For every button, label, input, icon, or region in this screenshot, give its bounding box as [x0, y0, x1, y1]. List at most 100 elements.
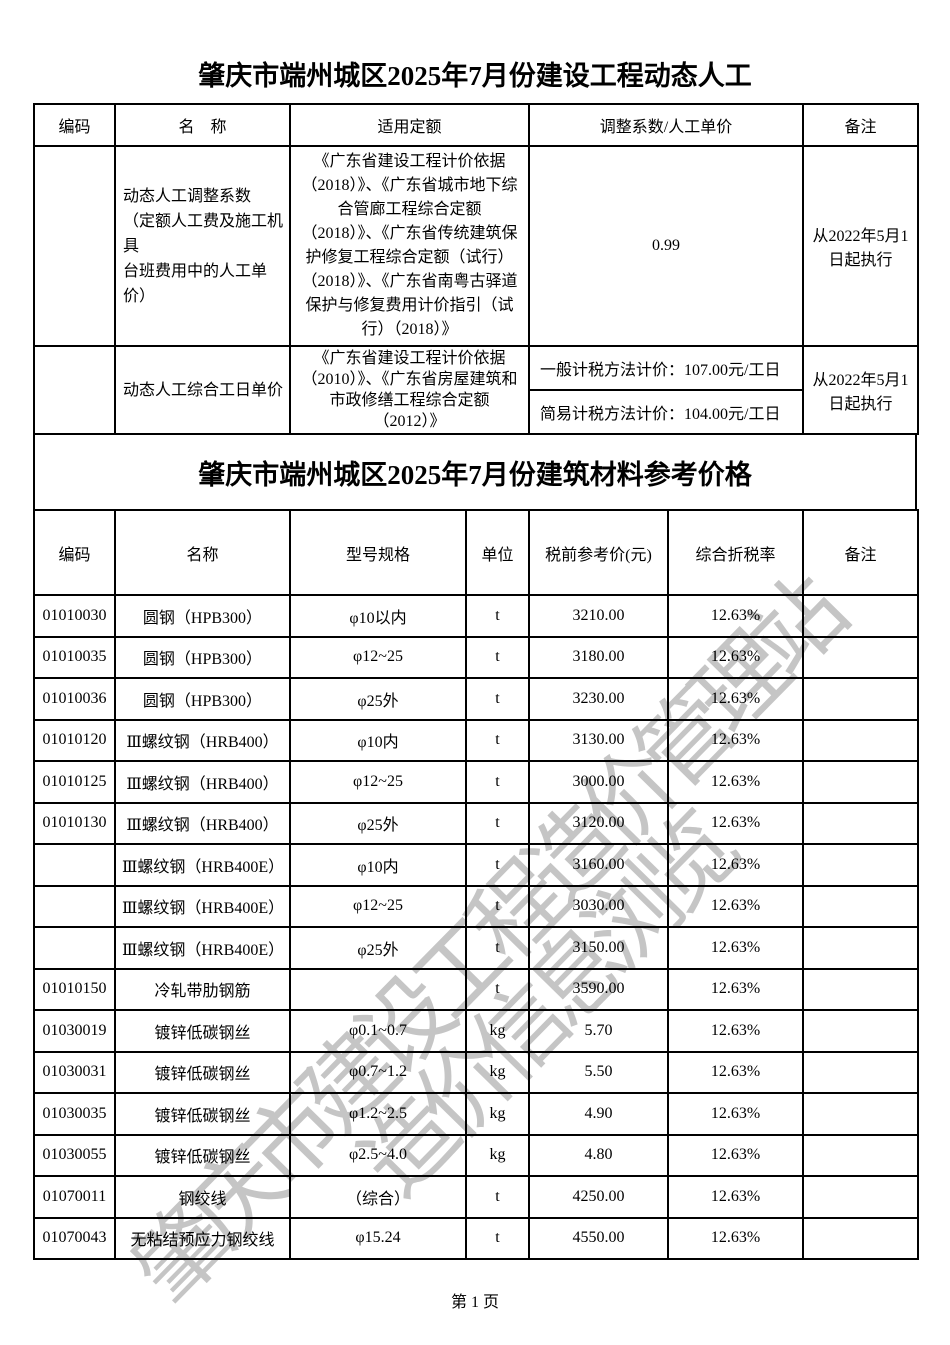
labor-table: 编码 名 称 适用定额 调整系数/人工单价 备注 动态人工调整系数 （定额人工费…	[33, 103, 919, 435]
material-remark-cell	[802, 635, 919, 679]
material-tax-cell: 12.63%	[667, 760, 804, 804]
material-name-cell: 圆钢（HPB300）	[114, 677, 291, 721]
material-tax-cell: 12.63%	[667, 1133, 804, 1177]
labor-name-cell: 动态人工综合工日单价	[114, 345, 291, 435]
table-row: 01030035 镀锌低碳钢丝 φ1.2~2.5 kg 4.90 12.63%	[33, 1092, 919, 1136]
material-remark-cell	[802, 1050, 919, 1094]
material-code-cell	[33, 843, 116, 887]
material-name-cell: 镀锌低碳钢丝	[114, 1092, 291, 1136]
material-code-cell: 01070011	[33, 1175, 116, 1219]
table-row: Ⅲ螺纹钢（HRB400E） φ10内 t 3160.00 12.63%	[33, 843, 919, 887]
materials-header-price: 税前参考价(元)	[528, 509, 669, 596]
material-unit-cell: t	[465, 594, 530, 638]
material-unit-cell: kg	[465, 1133, 530, 1177]
material-price-cell: 5.70	[528, 1009, 669, 1053]
material-spec-cell: φ12~25	[289, 884, 467, 928]
material-price-cell: 3000.00	[528, 760, 669, 804]
materials-table-title: 肇庆市端州城区2025年7月份建筑材料参考价格	[33, 433, 917, 511]
labor-header-factor: 调整系数/人工单价	[528, 103, 804, 147]
material-remark-cell	[802, 1133, 919, 1177]
material-name-cell: 圆钢（HPB300）	[114, 635, 291, 679]
material-spec-cell: φ25外	[289, 801, 467, 845]
labor-row-daily-wage-simple: 简易计税方法计价：104.00元/工日	[34, 389, 918, 435]
material-code-cell: 01030019	[33, 1009, 116, 1053]
material-tax-cell: 12.63%	[667, 884, 804, 928]
material-price-cell: 4550.00	[528, 1216, 669, 1260]
labor-header-remark: 备注	[802, 103, 919, 147]
material-tax-cell: 12.63%	[667, 1175, 804, 1219]
material-spec-cell: φ25外	[289, 926, 467, 970]
material-remark-cell	[802, 594, 919, 638]
material-price-cell: 4250.00	[528, 1175, 669, 1219]
materials-header-row: 编码 名称 型号规格 单位 税前参考价(元) 综合折税率 备注	[33, 509, 919, 596]
material-price-cell: 3150.00	[528, 926, 669, 970]
material-remark-cell	[802, 1216, 919, 1260]
table-row: 01070011 钢绞线 （综合） t 4250.00 12.63%	[33, 1175, 919, 1219]
materials-header-spec: 型号规格	[289, 509, 467, 596]
material-remark-cell	[802, 843, 919, 887]
material-name-cell: 镀锌低碳钢丝	[114, 1009, 291, 1053]
table-row: 01010120 Ⅲ螺纹钢（HRB400） φ10内 t 3130.00 12.…	[33, 718, 919, 762]
material-code-cell: 01030035	[33, 1092, 116, 1136]
materials-header-remark: 备注	[802, 509, 919, 596]
labor-quota-cell: 《广东省建设工程计价依据（2018）》、《广东省城市地下综合管廊工程综合定额（2…	[289, 145, 530, 347]
material-tax-cell: 12.63%	[667, 843, 804, 887]
material-name-cell: Ⅲ螺纹钢（HRB400）	[114, 801, 291, 845]
material-remark-cell	[802, 1092, 919, 1136]
material-tax-cell: 12.63%	[667, 594, 804, 638]
material-code-cell	[33, 884, 116, 928]
material-name-cell: Ⅲ螺纹钢（HRB400E）	[114, 926, 291, 970]
materials-header-code: 编码	[33, 509, 116, 596]
labor-header-name: 名 称	[114, 103, 291, 147]
material-remark-cell	[802, 677, 919, 721]
material-code-cell: 01030031	[33, 1050, 116, 1094]
material-unit-cell: kg	[465, 1050, 530, 1094]
material-spec-cell: φ12~25	[289, 635, 467, 679]
table-row: 01030055 镀锌低碳钢丝 φ2.5~4.0 kg 4.80 12.63%	[33, 1133, 919, 1177]
material-name-cell: 冷轧带肋钢筋	[114, 967, 291, 1011]
material-code-cell: 01010120	[33, 718, 116, 762]
labor-factor-simple-cell: 简易计税方法计价：104.00元/工日	[528, 389, 804, 435]
material-spec-cell: φ10以内	[289, 594, 467, 638]
material-name-cell: Ⅲ螺纹钢（HRB400E）	[114, 843, 291, 887]
labor-factor-general-cell: 一般计税方法计价：107.00元/工日	[528, 345, 804, 391]
table-row: Ⅲ螺纹钢（HRB400E） φ12~25 t 3030.00 12.63%	[33, 884, 919, 928]
material-tax-cell: 12.63%	[667, 677, 804, 721]
material-tax-cell: 12.63%	[667, 718, 804, 762]
table-row: 01010130 Ⅲ螺纹钢（HRB400） φ25外 t 3120.00 12.…	[33, 801, 919, 845]
material-price-cell: 4.80	[528, 1133, 669, 1177]
material-name-cell: 圆钢（HPB300）	[114, 594, 291, 638]
material-tax-cell: 12.63%	[667, 1216, 804, 1260]
material-unit-cell: kg	[465, 1009, 530, 1053]
material-spec-cell	[289, 967, 467, 1011]
labor-quota-cell: 《广东省建设工程计价依据（2010）》、《广东省房屋建筑和市政修缮工程综合定额（…	[289, 345, 530, 435]
material-code-cell: 01010130	[33, 801, 116, 845]
material-code-cell: 01010036	[33, 677, 116, 721]
material-code-cell	[33, 926, 116, 970]
material-price-cell: 3180.00	[528, 635, 669, 679]
material-unit-cell: t	[465, 926, 530, 970]
labor-row-adjust-factor: 动态人工调整系数 （定额人工费及施工机具 台班费用中的人工单 价） 《广东省建设…	[33, 145, 919, 347]
material-tax-cell: 12.63%	[667, 1050, 804, 1094]
material-unit-cell: t	[465, 884, 530, 928]
material-tax-cell: 12.63%	[667, 635, 804, 679]
material-unit-cell: t	[465, 677, 530, 721]
labor-header-quota: 适用定额	[289, 103, 530, 147]
material-spec-cell: φ1.2~2.5	[289, 1092, 467, 1136]
material-spec-cell: φ10内	[289, 718, 467, 762]
materials-table: 编码 名称 型号规格 单位 税前参考价(元) 综合折税率 备注 01010030…	[33, 509, 919, 1260]
material-code-cell: 01030055	[33, 1133, 116, 1177]
labor-row-daily-wage: 动态人工综合工日单价 《广东省建设工程计价依据（2010）》、《广东省房屋建筑和…	[33, 345, 919, 435]
material-unit-cell: t	[465, 1175, 530, 1219]
material-remark-cell	[802, 1175, 919, 1219]
labor-table-title: 肇庆市端州城区2025年7月份建设工程动态人工	[198, 61, 752, 91]
materials-header-tax: 综合折税率	[667, 509, 804, 596]
materials-table-body: 01010030 圆钢（HPB300） φ10以内 t 3210.00 12.6…	[33, 594, 919, 1260]
table-row: 01010125 Ⅲ螺纹钢（HRB400） φ12~25 t 3000.00 1…	[33, 760, 919, 804]
material-spec-cell: φ2.5~4.0	[289, 1133, 467, 1177]
material-price-cell: 3230.00	[528, 677, 669, 721]
material-unit-cell: t	[465, 801, 530, 845]
material-unit-cell: t	[465, 760, 530, 804]
material-remark-cell	[802, 718, 919, 762]
